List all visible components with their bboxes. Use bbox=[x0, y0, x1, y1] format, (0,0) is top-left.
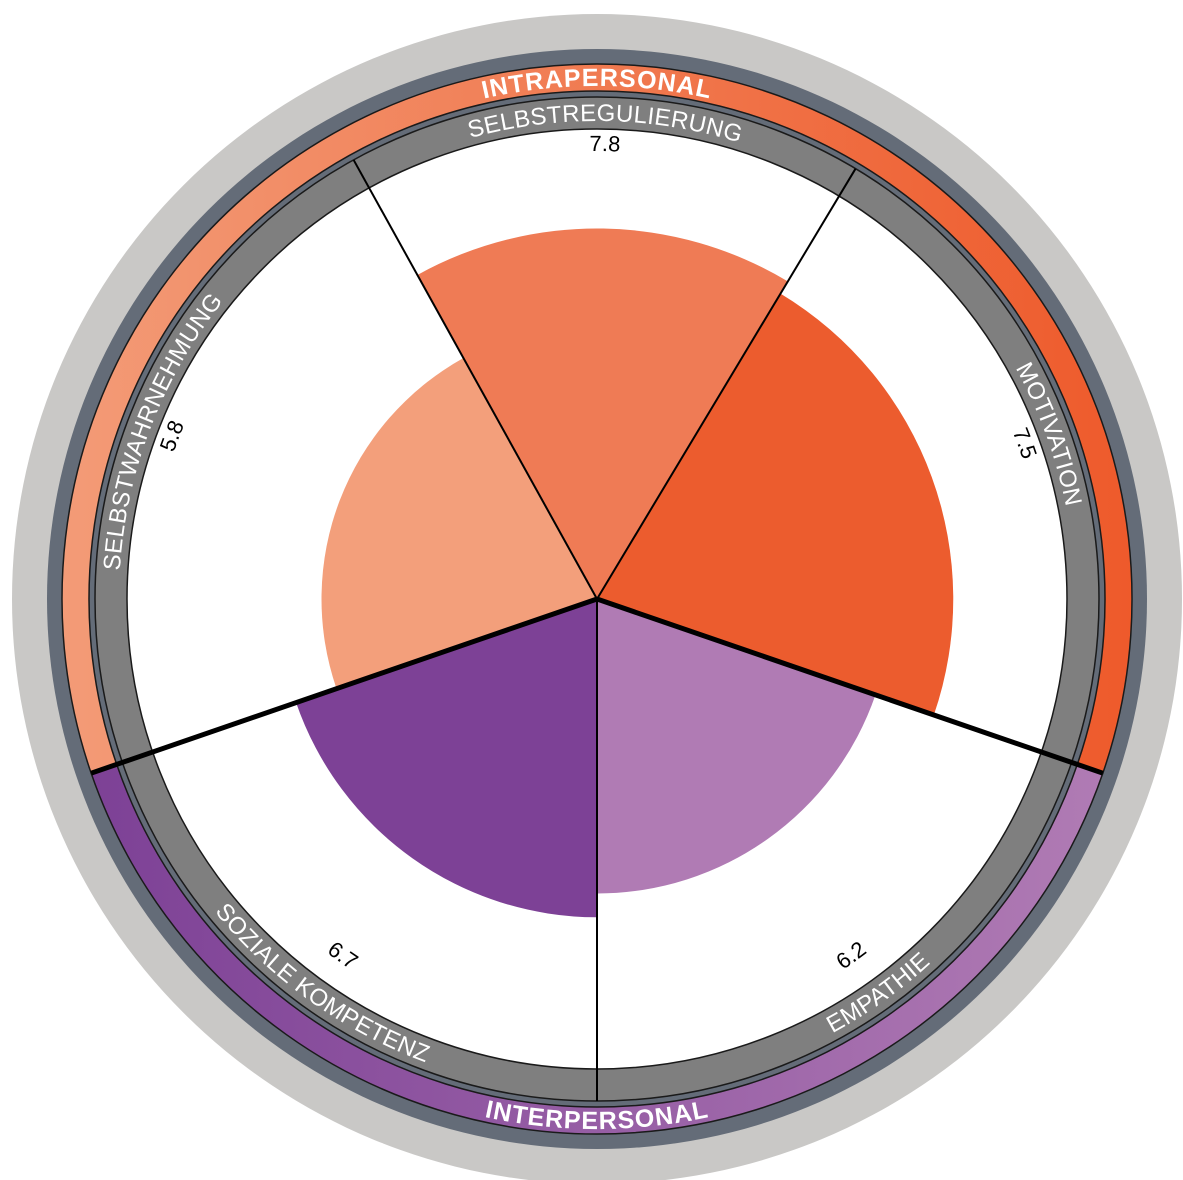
wedge-selbstregulierung bbox=[417, 228, 788, 599]
category-separator bbox=[352, 159, 598, 600]
value-label: 7.8 bbox=[589, 131, 620, 157]
wedge-selbstwahrnehmung bbox=[321, 358, 597, 689]
category-separator bbox=[596, 168, 857, 600]
group-separator bbox=[596, 596, 1104, 776]
group-separator bbox=[90, 596, 598, 776]
wedge-motivation bbox=[597, 293, 954, 715]
